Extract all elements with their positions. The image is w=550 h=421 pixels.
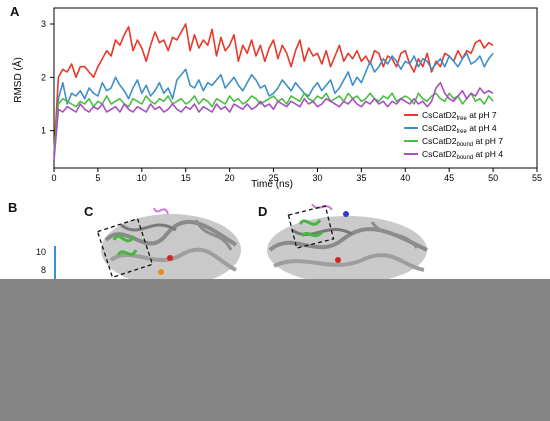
panel-label-c: C	[84, 204, 94, 219]
series-line-2	[53, 52, 494, 158]
y-tick-label: 3	[41, 19, 46, 29]
series-layer	[53, 23, 494, 161]
legend-entry-tail: at pH 4	[467, 123, 497, 133]
series-line-1	[53, 23, 494, 155]
x-tick-label: 45	[444, 173, 454, 183]
x-tick-label: 10	[137, 173, 147, 183]
legend-entry-subscript: free	[456, 129, 467, 135]
x-tick-label: 20	[225, 173, 235, 183]
panel-b-tick-8: 8	[41, 265, 47, 275]
legend-entry-tail: at pH 4	[473, 149, 503, 159]
legend-entry-subscript: free	[456, 116, 467, 122]
y-axis-label: RMSD (Å)	[11, 57, 24, 103]
y-tick-label: 1	[41, 126, 46, 136]
series-line-4	[53, 81, 494, 161]
x-tick-label: 5	[95, 173, 100, 183]
legend-entry: CsCatD2bound at pH 4	[422, 149, 503, 161]
x-tick-label: 55	[532, 173, 542, 183]
legend-entry-tail: at pH 7	[467, 110, 497, 120]
panel-label-d: D	[258, 204, 268, 219]
protein-structure-d	[267, 203, 428, 280]
chart-axes: 0 5 10 15 20 25 30 35 40 45 50 55 1 2 3	[41, 7, 542, 183]
x-tick-label: 30	[312, 173, 322, 183]
background-band	[0, 279, 550, 421]
legend-entry-base: CsCatD2	[422, 123, 457, 133]
x-tick-label: 40	[400, 173, 410, 183]
panel-b-tick-10: 10	[36, 247, 47, 257]
legend-entry-base: CsCatD2	[422, 110, 457, 120]
x-tick-label: 0	[51, 173, 56, 183]
legend-entry-subscript: bound	[456, 155, 473, 161]
panel-label-a: A	[10, 4, 20, 19]
x-tick-label: 50	[488, 173, 498, 183]
legend-entry: CsCatD2free at pH 4	[422, 123, 497, 135]
protein-structure-c	[96, 207, 241, 280]
legend-entry: CsCatD2bound at pH 7	[422, 136, 503, 148]
series-line-3	[53, 92, 494, 153]
x-tick-label: 25	[269, 173, 279, 183]
x-tick-label: 15	[181, 173, 191, 183]
legend-entry-base: CsCatD2	[422, 136, 457, 146]
y-tick-label: 2	[41, 72, 46, 82]
legend-entry-subscript: bound	[456, 142, 473, 148]
x-tick-label: 35	[356, 173, 366, 183]
panel-label-b: B	[8, 200, 18, 215]
x-axis-label: Time (ns)	[251, 179, 293, 190]
legend-entry: CsCatD2free at pH 7	[422, 110, 497, 122]
legend-entry-tail: at pH 7	[473, 136, 503, 146]
legend-entry-base: CsCatD2	[422, 149, 457, 159]
panel-b-axis-line	[54, 246, 56, 290]
plot-frame	[53, 7, 538, 169]
